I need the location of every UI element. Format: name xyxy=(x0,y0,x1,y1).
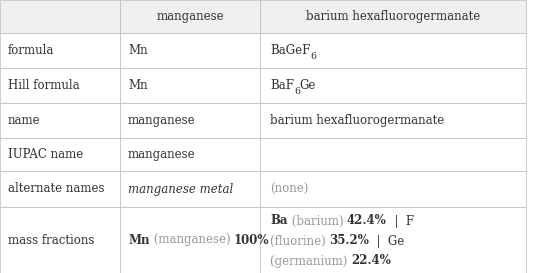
Text: name: name xyxy=(8,114,40,127)
Text: 6: 6 xyxy=(294,87,300,96)
Text: 22.4%: 22.4% xyxy=(351,254,391,268)
Text: 6: 6 xyxy=(310,52,316,61)
Text: formula: formula xyxy=(8,44,55,57)
Bar xyxy=(0,68,120,103)
Text: barium hexafluorogermanate: barium hexafluorogermanate xyxy=(270,114,444,127)
Text: manganese metal: manganese metal xyxy=(128,182,233,195)
Text: BaGeF: BaGeF xyxy=(270,44,310,57)
Text: IUPAC name: IUPAC name xyxy=(8,148,83,161)
Bar xyxy=(260,138,526,171)
Text: 100%: 100% xyxy=(234,233,269,247)
Text: manganese: manganese xyxy=(156,10,224,23)
Bar xyxy=(260,0,526,33)
Text: Hill formula: Hill formula xyxy=(8,79,80,92)
Text: Ba: Ba xyxy=(270,215,288,227)
Text: (fluorine): (fluorine) xyxy=(270,235,329,248)
Bar xyxy=(260,171,526,207)
Text: Ge: Ge xyxy=(300,79,316,92)
Bar xyxy=(120,0,260,33)
Bar xyxy=(0,0,120,33)
Text: alternate names: alternate names xyxy=(8,182,104,195)
Bar xyxy=(0,103,120,138)
Text: mass fractions: mass fractions xyxy=(8,233,94,247)
Bar xyxy=(120,103,260,138)
Text: BaF: BaF xyxy=(270,79,294,92)
Text: barium hexafluorogermanate: barium hexafluorogermanate xyxy=(306,10,480,23)
Bar xyxy=(120,207,260,273)
Text: Mn: Mn xyxy=(128,44,147,57)
Bar xyxy=(260,103,526,138)
Bar xyxy=(0,171,120,207)
Text: |  F: | F xyxy=(387,215,414,227)
Text: 42.4%: 42.4% xyxy=(347,215,387,227)
Bar xyxy=(260,207,526,273)
Text: (manganese): (manganese) xyxy=(150,233,234,247)
Bar xyxy=(120,68,260,103)
Bar xyxy=(0,138,120,171)
Bar xyxy=(260,68,526,103)
Bar xyxy=(0,33,120,68)
Text: (none): (none) xyxy=(270,182,308,195)
Text: |  Ge: | Ge xyxy=(370,235,405,248)
Bar xyxy=(0,207,120,273)
Bar xyxy=(260,33,526,68)
Text: manganese: manganese xyxy=(128,148,195,161)
Text: Mn: Mn xyxy=(128,79,147,92)
Text: 35.2%: 35.2% xyxy=(329,235,370,248)
Text: manganese: manganese xyxy=(128,114,195,127)
Bar xyxy=(120,138,260,171)
Bar xyxy=(120,171,260,207)
Bar xyxy=(120,33,260,68)
Text: (barium): (barium) xyxy=(288,215,347,227)
Text: Mn: Mn xyxy=(128,233,150,247)
Text: (germanium): (germanium) xyxy=(270,254,351,268)
